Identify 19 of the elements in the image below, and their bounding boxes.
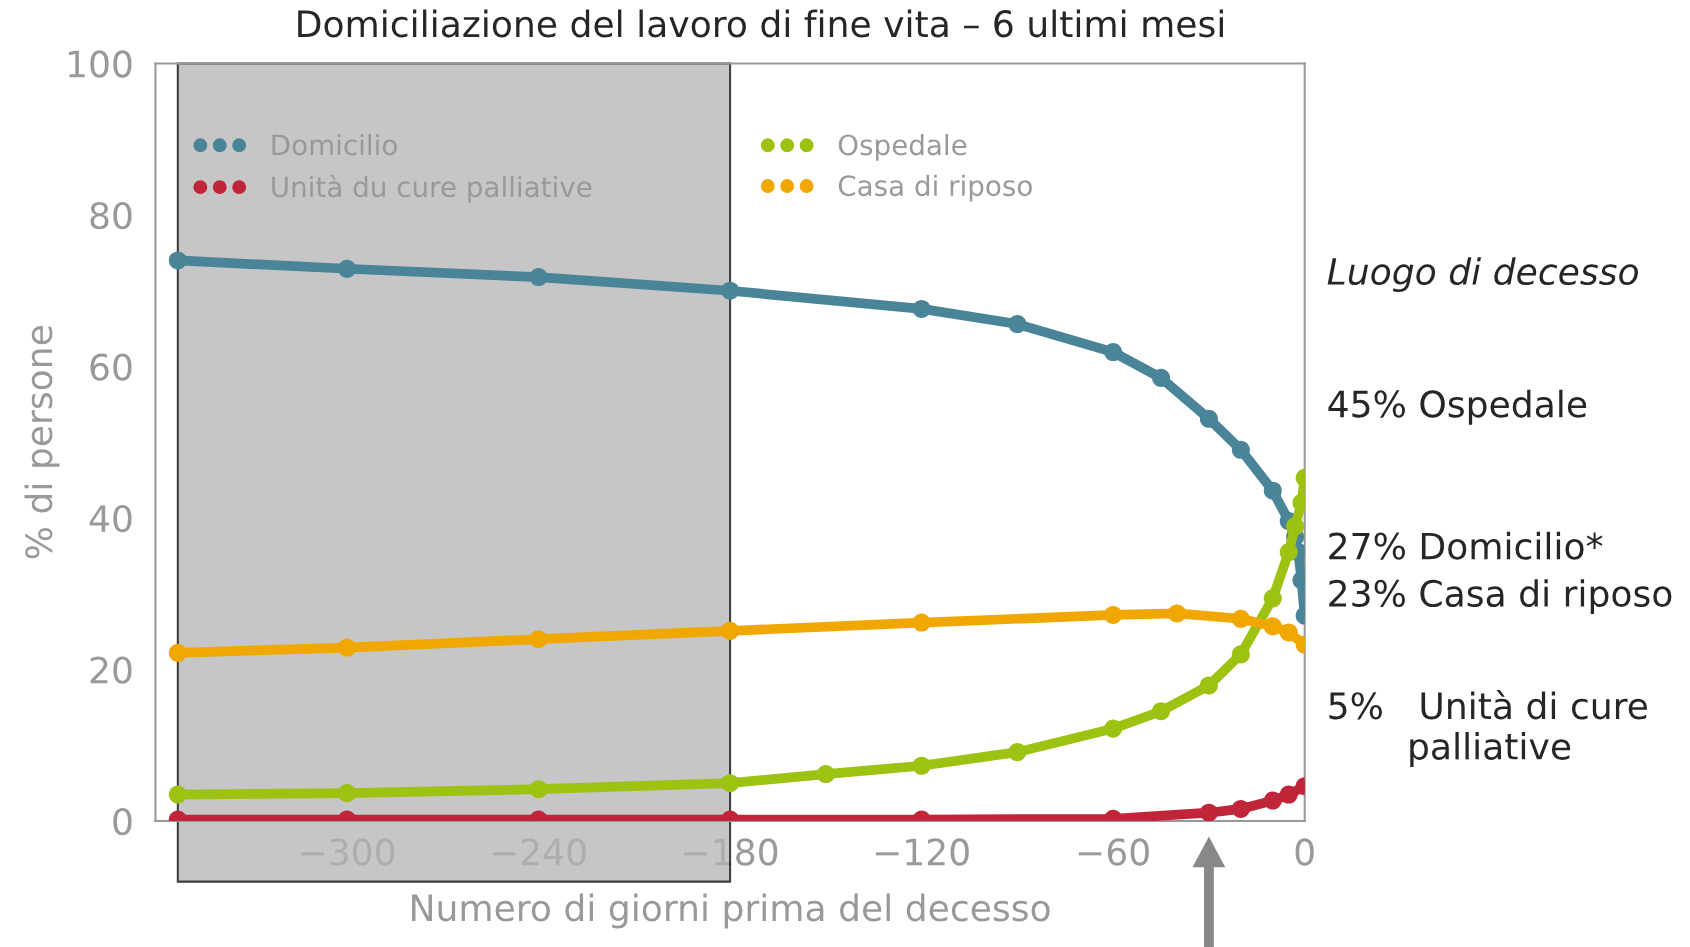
x-tick-label: −60 — [1078, 838, 1149, 866]
y-tick-label: 40 — [89, 504, 132, 533]
text: 23% Casa di riposo — [1329, 579, 1672, 615]
text: 27% Domicilio* — [1329, 531, 1603, 560]
y-tick-label: 0 — [113, 807, 132, 836]
text: Luogo di decesso — [1327, 257, 1638, 293]
y-tick-label: 60 — [90, 353, 132, 381]
legend-label: Ospedale — [838, 133, 967, 161]
x-tick-label: 0 — [1295, 838, 1314, 866]
y-tick-label: 20 — [90, 656, 132, 684]
y-tick-label: 100 — [68, 50, 132, 78]
x-axis-title: Numero di giorni prima del decesso — [412, 893, 1050, 929]
text: 45% Ospedale — [1328, 389, 1587, 425]
y-tick-label: 80 — [90, 201, 132, 230]
chart-title: Domiciliazione del lavoro di fine vita – 6 ultimi mesi — [298, 9, 1223, 38]
x-tick-label: −120 — [875, 838, 969, 866]
legend-label: Casa di riposo — [838, 174, 1032, 202]
text: 5% Unità di cure palliative — [1329, 690, 1647, 767]
y-axis-title: % di persone — [24, 326, 60, 559]
